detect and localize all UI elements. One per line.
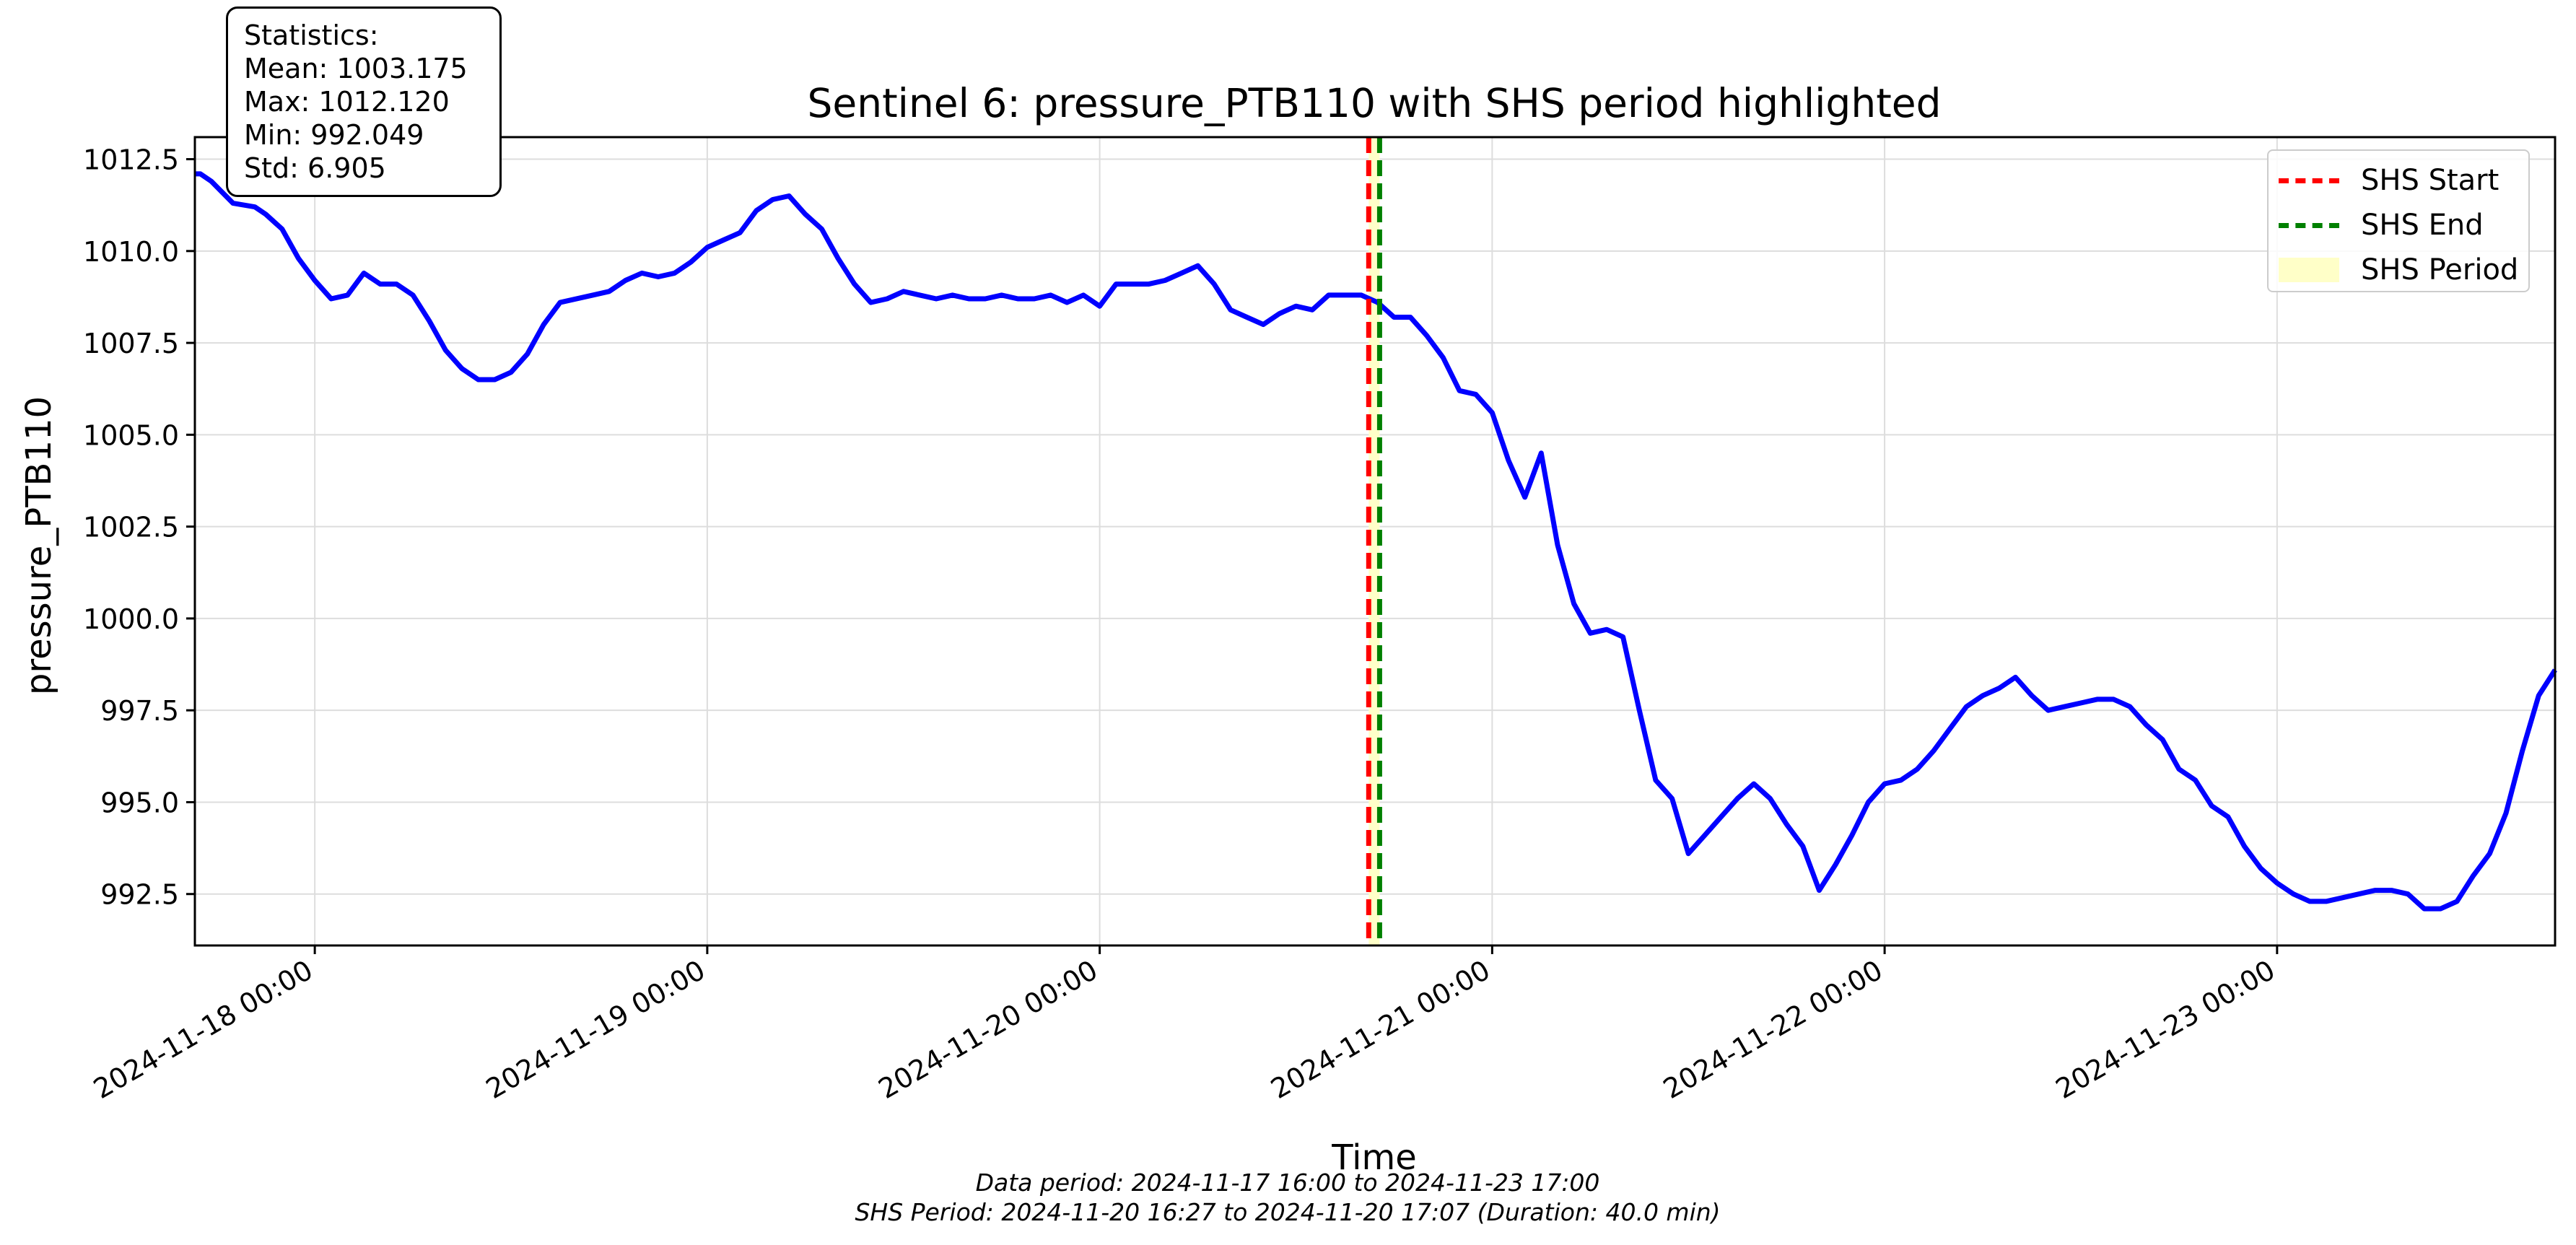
x-tick-label: 2024-11-22 00:00 (1658, 954, 1888, 1105)
statistics-mean: Mean: 1003.175 (244, 53, 468, 84)
legend-item-shs-period: SHS Period (2279, 248, 2528, 292)
legend-label-shs-start: SHS Start (2361, 164, 2499, 197)
series-layer (195, 137, 2557, 945)
x-tick-label: 2024-11-18 00:00 (88, 954, 318, 1105)
y-tick-label: 1010.0 (83, 236, 179, 268)
x-tick-label: 2024-11-20 00:00 (873, 954, 1104, 1105)
x-axis-label: Time (1331, 1137, 1416, 1178)
y-tick-label: 1012.5 (83, 144, 179, 176)
legend-swatch-shs-start (2279, 168, 2339, 193)
y-tick-label: 1000.0 (83, 603, 179, 635)
y-tick-label: 992.5 (100, 879, 179, 911)
y-tick-label: 995.0 (100, 787, 179, 818)
legend-swatch-shs-period (2279, 258, 2339, 282)
legend-label-shs-end: SHS End (2361, 209, 2484, 242)
statistics-std: Std: 6.905 (244, 152, 386, 184)
plot-frame (193, 136, 2557, 947)
x-tick-label: 2024-11-21 00:00 (1265, 954, 1496, 1105)
footer-shs-period: SHS Period: 2024-11-20 16:27 to 2024-11-… (855, 1198, 1720, 1226)
y-axis-ticks: 992.5 995.0 997.5 1000.0 1002.5 1005.0 1007.5 1… (83, 144, 195, 911)
shs-period-band (1368, 137, 1380, 945)
chart-title: Sentinel 6: pressure_PTB110 with SHS per… (807, 80, 1941, 126)
legend-item-shs-start: SHS Start (2279, 158, 2528, 203)
y-tick-label: 997.5 (100, 695, 179, 727)
legend-item-shs-end: SHS End (2279, 203, 2528, 248)
y-tick-label: 1007.5 (83, 328, 179, 359)
y-axis-label: pressure_PTB110 (19, 396, 59, 695)
x-axis-ticks: 2024-11-18 00:00 2024-11-19 00:00 2024-11-… (88, 945, 2280, 1105)
shs-markers (1368, 137, 1380, 945)
statistics-min: Min: 992.049 (244, 119, 424, 151)
statistics-box: Statistics: Mean: 1003.175 Max: 1012.120… (226, 6, 502, 197)
statistics-max: Max: 1012.120 (244, 86, 450, 118)
legend: SHS Start SHS End SHS Period (2267, 149, 2530, 292)
legend-swatch-shs-end (2279, 213, 2339, 237)
x-tick-label: 2024-11-23 00:00 (2051, 954, 2281, 1105)
legend-label-shs-period: SHS Period (2361, 253, 2519, 287)
footer-data-period: Data period: 2024-11-17 16:00 to 2024-11… (976, 1168, 1600, 1197)
statistics-heading: Statistics: (244, 19, 379, 51)
y-tick-label: 1005.0 (83, 419, 179, 451)
y-tick-label: 1002.5 (83, 512, 179, 543)
x-tick-label: 2024-11-19 00:00 (481, 954, 711, 1105)
